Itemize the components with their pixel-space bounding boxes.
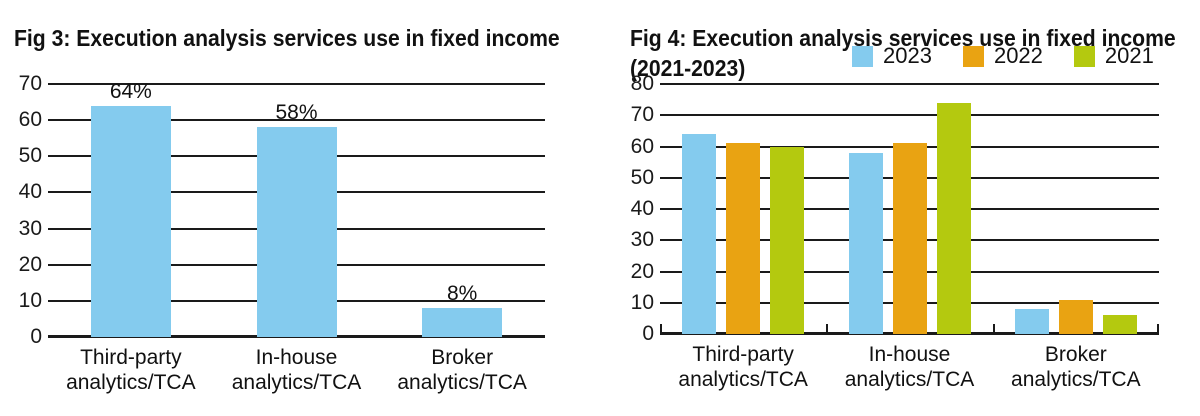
- bar-cat1: [90, 105, 171, 337]
- y-tick-label: 30: [630, 228, 654, 252]
- y-tick-label: 20: [630, 259, 654, 283]
- fig3-plot: 0 10 20 30 40 50 60 70 64% 58% 8% Third-party analy…: [19, 72, 545, 394]
- y-tick-label: 0: [30, 325, 42, 348]
- y-tick-label: 50: [18, 144, 42, 168]
- y-gridline: [660, 83, 1159, 85]
- category-label: Third-party analytics/TCA: [66, 346, 196, 394]
- bar-2021-cat2: [936, 102, 971, 334]
- bar-value-label: 64%: [109, 79, 152, 103]
- legend-swatch-2021: [1073, 45, 1095, 67]
- y-tick-label: 40: [18, 180, 42, 204]
- fig4-plot: 0 10 20 30 40 50 60 70 80 Third-party analytics/T…: [631, 72, 1159, 391]
- y-tick-label: 80: [630, 72, 654, 95]
- y-gridline: [48, 119, 545, 122]
- bar-2023-cat1: [682, 134, 717, 334]
- y-tick-label: 60: [18, 108, 42, 132]
- legend-label-2022: 2022: [993, 43, 1043, 68]
- fig3-title: Fig 3: Execution analysis services use i…: [14, 25, 560, 52]
- y-tick-label: 70: [630, 103, 654, 127]
- legend-swatch-2023: [852, 45, 873, 67]
- y-tick-label: 20: [18, 252, 42, 276]
- legend-label-2023: 2023: [883, 43, 932, 68]
- y-tick-label: 10: [18, 288, 42, 312]
- legend-label-2021: 2021: [1104, 43, 1154, 68]
- legend-item-2022: 2022: [962, 43, 1043, 69]
- bar-value-label: 8%: [446, 282, 478, 306]
- bar-2022-cat2: [892, 143, 927, 334]
- y-tick-label: 30: [18, 216, 42, 240]
- y-tick-label: 70: [18, 72, 42, 95]
- x-axis-group-tick: [826, 324, 829, 334]
- category-label: Broker analytics/TCA: [397, 346, 527, 394]
- bar-2022-cat1: [726, 143, 761, 334]
- bar-2022-cat3: [1058, 299, 1093, 334]
- bar-2021-cat3: [1102, 315, 1137, 334]
- category-label: Third-party analytics/TCA: [678, 343, 808, 391]
- legend-item-2021: 2021: [1073, 43, 1154, 69]
- bar-2021-cat1: [770, 146, 805, 334]
- x-axis-group-tick: [660, 324, 662, 334]
- x-axis-group-tick: [1157, 324, 1159, 334]
- bar-2023-cat3: [1014, 309, 1049, 334]
- y-tick-label: 60: [630, 134, 654, 158]
- x-axis-group-tick: [992, 324, 995, 334]
- y-gridline: [48, 83, 545, 85]
- category-label: In-house analytics/TCA: [844, 343, 975, 391]
- y-tick-label: 10: [630, 290, 654, 314]
- category-label: In-house analytics/TCA: [231, 346, 362, 394]
- legend-item-2023: 2023: [852, 43, 932, 69]
- bar-2023-cat2: [848, 152, 883, 334]
- fig4-subtitle: (2021-2023): [630, 55, 746, 82]
- y-tick-label: 40: [630, 197, 654, 220]
- y-tick-label: 0: [642, 322, 654, 345]
- y-tick-label: 50: [630, 165, 654, 189]
- legend-swatch-2022: [962, 45, 984, 67]
- bar-cat3: [422, 308, 503, 337]
- category-label: Broker analytics/TCA: [1011, 343, 1141, 391]
- fig4-legend: 2023 2022 2021: [852, 43, 1154, 69]
- y-gridline: [660, 114, 1159, 117]
- bar-cat2: [256, 127, 337, 337]
- bar-value-label: 58%: [275, 101, 318, 125]
